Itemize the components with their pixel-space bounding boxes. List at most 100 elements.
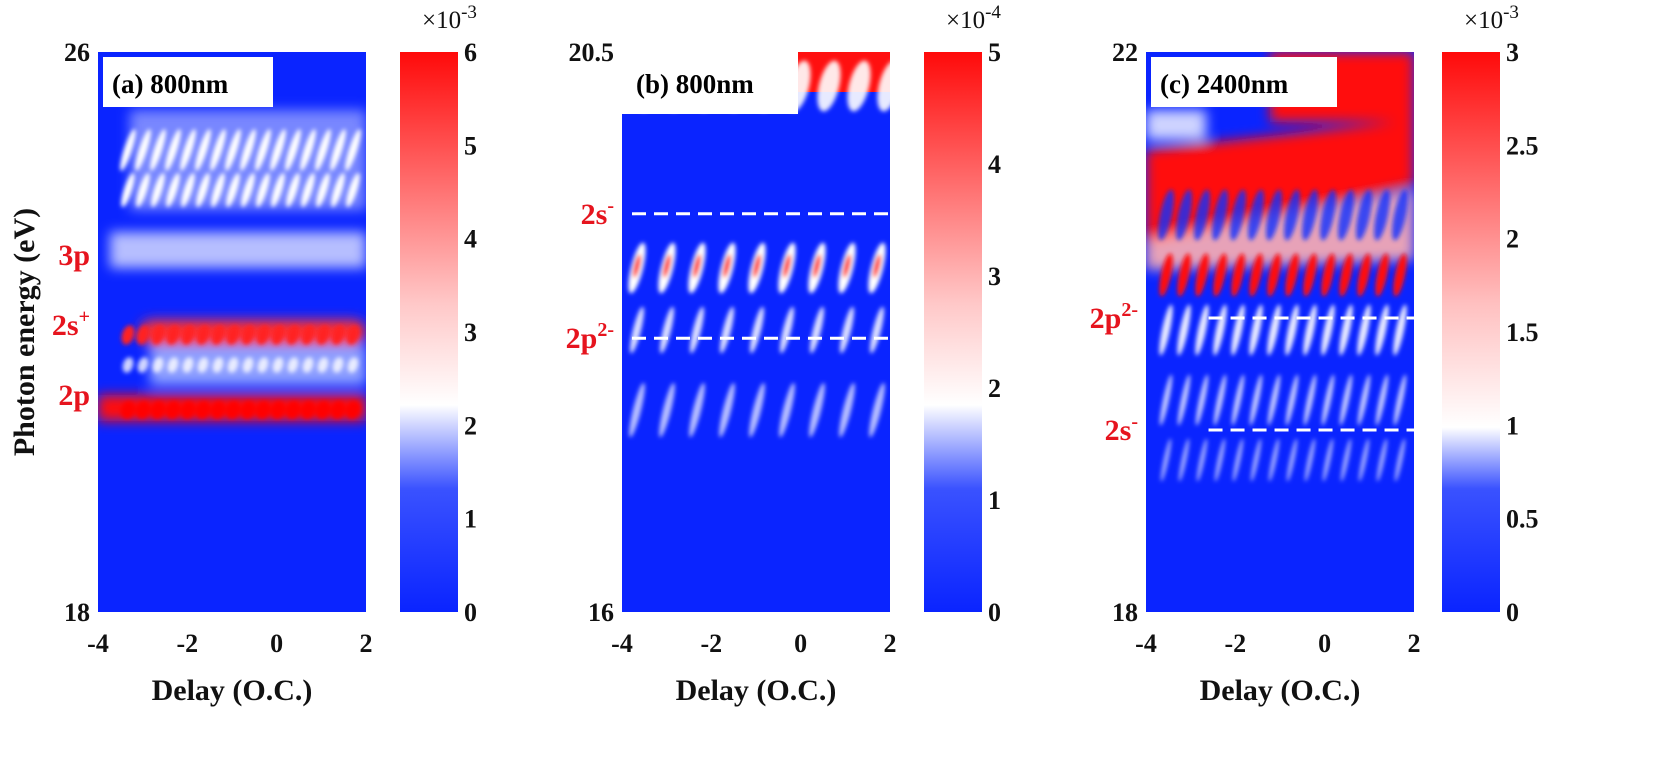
- heatmap-feature: [1250, 438, 1262, 482]
- heatmap-feature: [629, 382, 645, 438]
- heatmap-feature: [689, 382, 705, 438]
- x-tick-label: 0: [270, 629, 283, 658]
- heatmap-feature: [1285, 304, 1299, 356]
- heatmap-feature: [196, 172, 210, 208]
- heatmap-feature: [345, 129, 361, 171]
- heatmap-feature: [166, 172, 180, 208]
- panel-title-b-box: (b) 800nm: [627, 57, 797, 107]
- y-tick-label: 18: [1112, 598, 1138, 627]
- heatmap-feature: [256, 325, 270, 345]
- heatmap-feature: [779, 382, 795, 438]
- heatmap-feature: [257, 357, 269, 373]
- panel-title-a-box: (a) 800nm: [103, 57, 273, 107]
- colorbar-b: [924, 52, 982, 612]
- heatmap-feature: [272, 357, 284, 373]
- heatmap-feature: [690, 306, 704, 354]
- heatmap-feature: [197, 357, 209, 373]
- heatmap-c: [1146, 52, 1414, 482]
- heatmap-feature: [1304, 438, 1316, 482]
- heatmap-feature: [1374, 189, 1390, 241]
- heatmap-feature: [271, 172, 285, 208]
- heatmap-feature: [196, 325, 210, 345]
- heatmap-feature: [120, 401, 136, 419]
- heatmap-feature: [330, 401, 346, 419]
- heatmap-feature: [1302, 189, 1318, 241]
- colorbar-tick-label: 6: [464, 38, 477, 67]
- heatmap-feature: [181, 325, 195, 345]
- state-label: 2p2-: [1090, 299, 1138, 335]
- panel-b: [622, 52, 890, 612]
- heatmap-feature: [1321, 253, 1335, 297]
- heatmap-feature: [346, 172, 360, 208]
- heatmap-feature: [1267, 374, 1281, 426]
- heatmap-feature: [1393, 304, 1407, 356]
- x-tick-label: 2: [884, 629, 897, 658]
- heatmap-feature: [315, 129, 331, 171]
- heatmap-feature: [1212, 189, 1228, 241]
- x-tick-label: -2: [176, 629, 198, 658]
- heatmap-feature: [720, 306, 734, 354]
- heatmap-feature: [1267, 253, 1281, 297]
- x-tick-label: -4: [1135, 629, 1157, 658]
- heatmap-feature: [1213, 304, 1227, 356]
- x-axis-label: Delay (O.C.): [676, 674, 837, 707]
- heatmap-feature: [346, 325, 360, 345]
- x-tick-label: -4: [87, 629, 109, 658]
- heatmap-feature: [302, 357, 314, 373]
- heatmap-feature: [1285, 253, 1299, 297]
- heatmap-feature: [630, 306, 644, 354]
- x-tick-label: 2: [360, 629, 373, 658]
- heatmap-feature: [1392, 189, 1408, 241]
- heatmap-feature: [315, 401, 331, 419]
- colorbar-tick-label: 5: [464, 131, 477, 160]
- panel-title-b: (b) 800nm: [636, 69, 754, 99]
- x-axis-label: Delay (O.C.): [1200, 674, 1361, 707]
- panel-a: [98, 52, 366, 612]
- heatmap-feature: [316, 172, 330, 208]
- heatmap-feature: [151, 325, 165, 345]
- heatmap-feature: [877, 60, 890, 112]
- heatmap-feature: [166, 325, 180, 345]
- heatmap-feature: [180, 401, 196, 419]
- heatmap-feature: [1178, 438, 1190, 482]
- heatmap-feature: [300, 129, 316, 171]
- heatmap-feature: [345, 401, 361, 419]
- heatmap-feature: [226, 172, 240, 208]
- heatmap-feature: [1195, 304, 1209, 356]
- heatmap-feature: [240, 129, 256, 171]
- heatmap-feature: [270, 129, 286, 171]
- panel-c: [1146, 52, 1414, 612]
- heatmap-feature: [1230, 189, 1246, 241]
- heatmap-feature: [182, 357, 194, 373]
- panel-title-a: (a) 800nm: [112, 69, 229, 99]
- heatmap-feature: [847, 60, 871, 112]
- heatmap-feature: [870, 306, 884, 354]
- heatmap-feature: [782, 254, 792, 278]
- heatmap-feature: [1322, 438, 1334, 482]
- heatmap-feature: [136, 325, 150, 345]
- x-tick-label: -4: [611, 629, 633, 658]
- heatmap-feature: [809, 382, 825, 438]
- heatmap-feature: [659, 382, 675, 438]
- heatmap-feature: [1249, 374, 1263, 426]
- x-tick-label: -2: [700, 629, 722, 658]
- heatmap-feature: [210, 401, 226, 419]
- colorbar-tick-label: 2.5: [1506, 131, 1539, 160]
- heatmap-feature: [1159, 374, 1173, 426]
- heatmap-feature: [1195, 374, 1209, 426]
- heatmap-feature: [872, 254, 882, 278]
- heatmap-feature: [1375, 374, 1389, 426]
- heatmap-feature: [135, 401, 151, 419]
- colorbar-tick-label: 1: [464, 505, 477, 534]
- heatmap-feature: [300, 401, 316, 419]
- heatmap-feature: [211, 172, 225, 208]
- heatmap-feature: [842, 254, 852, 278]
- heatmap-feature: [660, 306, 674, 354]
- colorbar-tick-label: 3: [464, 318, 477, 347]
- heatmap-feature: [1177, 374, 1191, 426]
- heatmap-feature: [332, 357, 344, 373]
- colorbar-exponent: ×10-3: [1464, 2, 1519, 34]
- heatmap-feature: [839, 382, 855, 438]
- heatmap-feature: [285, 129, 301, 171]
- heatmap-feature: [330, 129, 346, 171]
